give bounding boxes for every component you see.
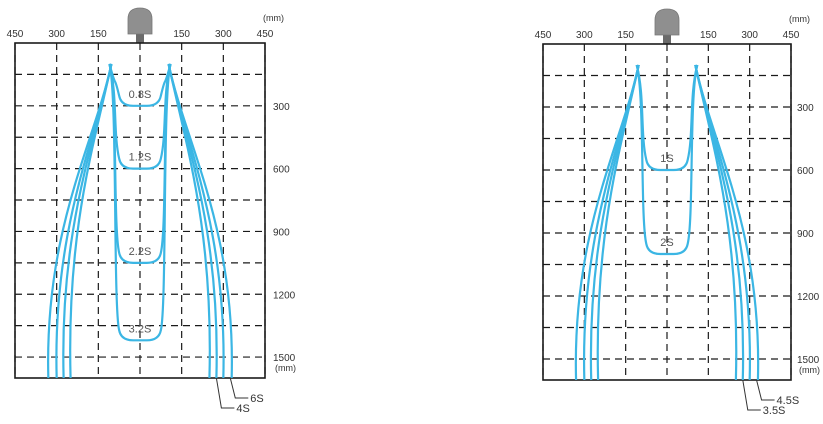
diagram-2: 450 300 150 150 300 450(mm)30060090012001500(… bbox=[535, 8, 820, 417]
outer-beam-curve bbox=[596, 64, 640, 381]
x-tick-label: 300 bbox=[215, 29, 232, 40]
y-tick-label: 1200 bbox=[273, 290, 296, 301]
leader-line bbox=[229, 377, 249, 399]
y-tick-label: 600 bbox=[797, 166, 814, 177]
y-tick-label: 900 bbox=[273, 227, 290, 238]
inner-beam-curve bbox=[108, 63, 172, 107]
unit-label-top: (mm) bbox=[789, 14, 810, 24]
x-tick-label: 450 bbox=[257, 29, 274, 40]
curve-label: 2.2S bbox=[129, 246, 152, 258]
x-tick-label: 300 bbox=[48, 29, 65, 40]
inner-beam-curve bbox=[108, 63, 172, 342]
x-tick-label: 300 bbox=[576, 30, 593, 41]
curve-label: 3.2S bbox=[129, 323, 152, 335]
outer-beam-curve bbox=[694, 64, 738, 381]
x-tick-label: 150 bbox=[173, 29, 190, 40]
y-tick-label: 300 bbox=[273, 102, 290, 113]
leader-line bbox=[742, 379, 761, 411]
y-tick-label: 1500 bbox=[273, 353, 296, 364]
outer-curve-label: 3.5S bbox=[763, 405, 786, 417]
leader-line bbox=[756, 379, 775, 401]
unit-label-top: (mm) bbox=[263, 13, 284, 23]
sensor-head-icon bbox=[654, 8, 680, 44]
x-tick-label: 450 bbox=[535, 30, 552, 41]
plot-frame bbox=[542, 43, 792, 381]
y-tick-label: 900 bbox=[797, 229, 814, 240]
beam-curves bbox=[574, 64, 760, 381]
outer-curve-label: 4.5S bbox=[777, 395, 800, 407]
x-tick-label: 150 bbox=[90, 29, 107, 40]
y-tick-label: 300 bbox=[797, 103, 814, 114]
x-tick-label: 300 bbox=[741, 30, 758, 41]
y-tick-label: 600 bbox=[273, 165, 290, 176]
inner-beam-curve bbox=[635, 64, 699, 256]
outer-beam-curve bbox=[69, 63, 113, 379]
outer-curve-label: 4S bbox=[236, 403, 249, 415]
y-tick-label: 1500 bbox=[797, 355, 820, 366]
x-tick-label: 450 bbox=[783, 30, 800, 41]
leader-line bbox=[215, 377, 235, 409]
x-tick-label: 150 bbox=[700, 30, 717, 41]
plot-frame bbox=[14, 42, 266, 379]
curve-label: 0.8S bbox=[129, 89, 152, 101]
x-tick-label: 150 bbox=[617, 30, 634, 41]
curve-label: 1S bbox=[660, 153, 673, 165]
y-tick-label: 1200 bbox=[797, 292, 820, 303]
inner-beam-curve bbox=[635, 64, 699, 172]
inner-beam-curve bbox=[108, 63, 172, 170]
outer-curve-label: 6S bbox=[250, 393, 263, 405]
unit-label-bottom: (mm) bbox=[799, 365, 820, 375]
curve-label: 1.2S bbox=[129, 152, 152, 164]
curve-label: 2S bbox=[660, 237, 673, 249]
unit-label-bottom: (mm) bbox=[275, 363, 296, 373]
x-tick-label: 450 bbox=[7, 29, 24, 40]
outer-beam-curve bbox=[167, 63, 211, 379]
sensor-head-icon bbox=[127, 7, 153, 43]
beam-curves bbox=[47, 63, 233, 379]
diagram-1: 450 300 150 150 300 450(mm)30060090012001500(… bbox=[7, 7, 296, 415]
grid bbox=[542, 44, 792, 380]
